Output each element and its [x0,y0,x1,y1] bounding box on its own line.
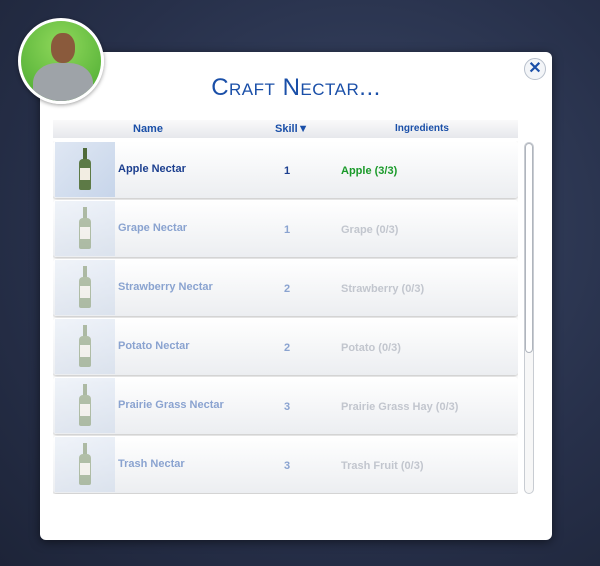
scrollbar-thumb[interactable] [525,143,533,353]
dialog-title: Craft Nectar... [211,74,381,101]
recipe-name: Apple Nectar [118,163,186,175]
column-name[interactable]: Name [133,123,163,135]
recipe-skill: 2 [284,283,291,295]
recipe-row[interactable]: Strawberry Nectar 2 Strawberry (0/3) [53,259,518,316]
bottle-icon [79,148,91,190]
recipe-name: Potato Nectar [118,340,190,352]
recipe-ingredients: Potato (0/3) [341,342,401,354]
column-ingredients[interactable]: Ingredients [395,123,449,134]
recipe-skill: 1 [284,165,291,177]
recipe-name: Strawberry Nectar [118,281,213,293]
sort-down-icon: ▼ [297,123,309,135]
recipe-skill: 3 [284,460,291,472]
recipe-skill: 3 [284,401,291,413]
recipe-skill: 2 [284,342,291,354]
close-icon[interactable]: ✕ [524,58,546,80]
recipe-row[interactable]: Potato Nectar 2 Potato (0/3) [53,318,518,375]
recipe-ingredients: Trash Fruit (0/3) [341,460,424,472]
recipe-skill: 1 [284,224,291,236]
bottle-icon [79,384,91,426]
nectar-bottle-thumbnail [55,201,115,256]
nectar-bottle-thumbnail [55,319,115,374]
recipe-ingredients: Grape (0/3) [341,224,399,236]
recipe-row[interactable]: Prairie Grass Nectar 3 Prairie Grass Hay… [53,377,518,434]
bottle-icon [79,325,91,367]
recipe-ingredients: Apple (3/3) [341,165,398,177]
nectar-bottle-thumbnail [55,142,115,197]
nectar-bottle-thumbnail [55,260,115,315]
bottle-icon [79,266,91,308]
recipe-ingredients: Prairie Grass Hay (0/3) [341,401,459,413]
sim-avatar [18,18,104,104]
recipe-name: Prairie Grass Nectar [118,399,224,411]
column-skill-label: Skill [275,123,298,135]
recipe-ingredients: Strawberry (0/3) [341,283,425,295]
table-header: Name Skill▼ Ingredients [53,120,518,138]
bottle-icon [79,443,91,485]
recipe-row[interactable]: Apple Nectar 1 Apple (3/3) [53,141,518,198]
recipe-name: Trash Nectar [118,458,185,470]
nectar-bottle-thumbnail [55,378,115,433]
scrollbar[interactable] [524,142,534,494]
column-skill[interactable]: Skill▼ [275,123,309,135]
recipe-row[interactable]: Trash Nectar 3 Trash Fruit (0/3) [53,436,518,493]
recipe-name: Grape Nectar [118,222,188,234]
bottle-icon [79,207,91,249]
recipe-list: Apple Nectar 1 Apple (3/3) Grape Nectar … [53,141,518,494]
recipe-row[interactable]: Grape Nectar 1 Grape (0/3) [53,200,518,257]
craft-dialog: Craft Nectar... ✕ Name Skill▼ Ingredient… [40,52,552,540]
nectar-bottle-thumbnail [55,437,115,492]
